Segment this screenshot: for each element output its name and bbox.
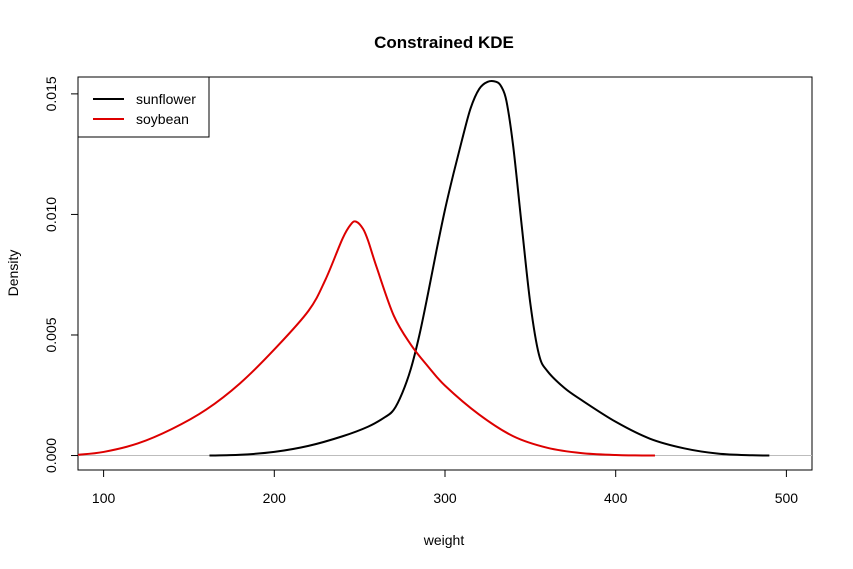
y-tick-label: 0.005 — [43, 317, 59, 352]
chart-title: Constrained KDE — [374, 33, 514, 52]
legend-box — [77, 76, 210, 138]
y-tick-label: 0.000 — [43, 438, 59, 473]
series-line-sunflower — [209, 80, 770, 457]
y-axis-label: Density — [5, 250, 21, 297]
series-layer — [77, 80, 770, 457]
y-axis: 0.000 0.005 0.010 0.015 — [43, 76, 79, 473]
legend-label-sunflower: sunflower — [136, 91, 196, 107]
legend-label-soybean: soybean — [136, 111, 189, 127]
legend: sunflower soybean — [77, 76, 210, 138]
x-tick-label: 400 — [604, 490, 628, 506]
x-tick-label: 200 — [263, 490, 287, 506]
x-axis-label: weight — [423, 532, 465, 548]
x-tick-label: 100 — [92, 490, 116, 506]
x-axis: 100 200 300 400 500 — [92, 469, 799, 506]
y-tick-label: 0.010 — [43, 197, 59, 232]
series-line-soybean — [77, 220, 655, 457]
x-tick-label: 300 — [433, 490, 457, 506]
x-tick-label: 500 — [775, 490, 799, 506]
y-tick-label: 0.015 — [43, 76, 59, 111]
